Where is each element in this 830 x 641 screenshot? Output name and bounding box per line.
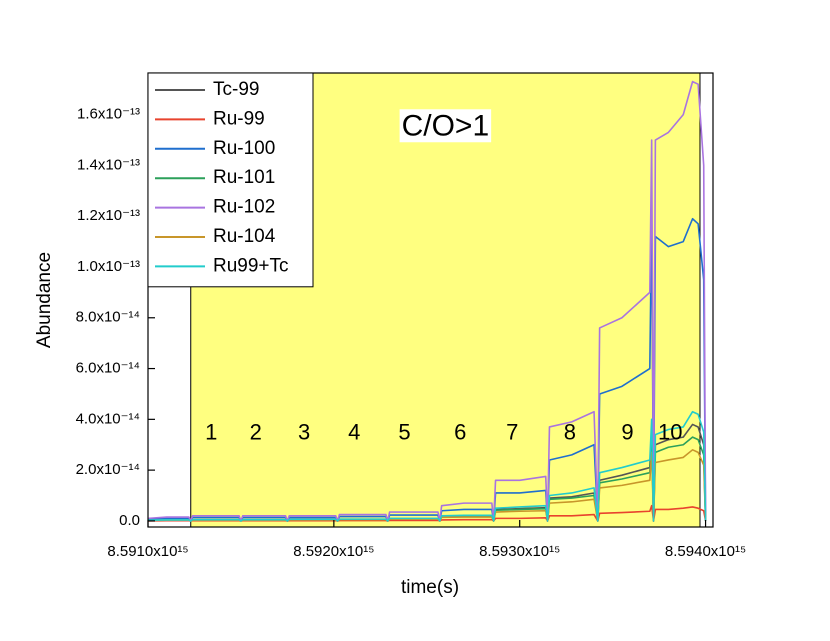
x-tick-label: 8.5940x10¹⁵: [665, 543, 746, 560]
region-label-bg: [399, 109, 492, 143]
stage-label: 4: [348, 420, 360, 445]
series-line: [147, 410, 707, 522]
y-tick-label: 0.0: [119, 512, 140, 529]
y-tick-label: 1.0x10⁻¹³: [77, 258, 140, 275]
legend-label: Ru-102: [213, 197, 275, 218]
y-tick-label: 4.0x10⁻¹⁴: [76, 410, 140, 427]
region-label: C/O>1: [402, 109, 490, 142]
y-tick-label: 2.0x10⁻¹⁴: [76, 461, 140, 478]
legend-label: Ru99+Tc: [213, 255, 289, 276]
x-tick-label: 8.5910x10¹⁵: [107, 543, 188, 560]
x-tick-label: 8.5920x10¹⁵: [293, 543, 374, 560]
y-axis-title: Abundance: [34, 252, 55, 348]
stage-label: 3: [298, 420, 310, 445]
stage-label: 6: [454, 420, 466, 445]
y-tick-label: 1.4x10⁻¹³: [77, 156, 140, 173]
x-axis-title: time(s): [401, 577, 459, 598]
legend-label: Ru-104: [213, 226, 276, 247]
legend-label: Ru-100: [213, 138, 275, 159]
y-tick-label: 6.0x10⁻¹⁴: [76, 360, 140, 377]
stage-label: 10: [658, 420, 682, 445]
x-tick-label: 8.5930x10¹⁵: [479, 543, 560, 560]
y-tick-label: 1.6x10⁻¹³: [77, 106, 140, 123]
stage-label: 5: [398, 420, 410, 445]
plot-frame: [147, 72, 714, 528]
legend-label: Tc-99: [213, 79, 259, 100]
stage-label: 7: [506, 420, 518, 445]
stage-label: 8: [564, 420, 576, 445]
legend-label: Ru-99: [213, 108, 265, 129]
stage-label: 2: [250, 420, 262, 445]
stage-label: 9: [621, 420, 633, 445]
stage-label: 1: [205, 420, 217, 445]
y-tick-label: 1.2x10⁻¹³: [77, 207, 140, 224]
y-tick-label: 8.0x10⁻¹⁴: [76, 309, 140, 326]
legend-label: Ru-101: [213, 167, 275, 188]
legend-box: [147, 72, 314, 288]
